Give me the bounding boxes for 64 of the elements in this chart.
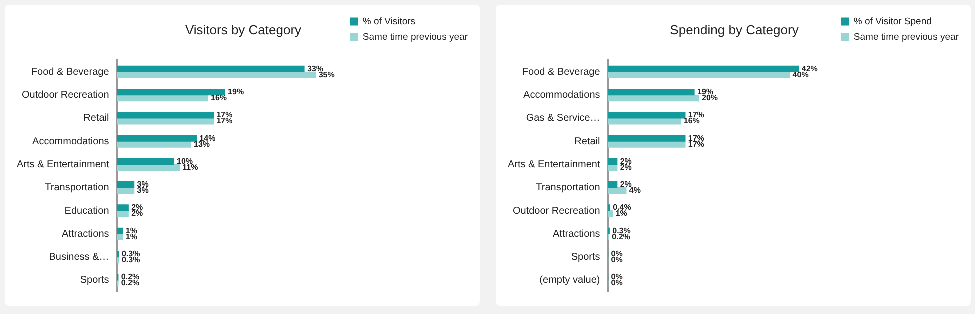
bar (608, 210, 614, 218)
legend-label: % of Visitors (362, 16, 416, 28)
bar (608, 66, 800, 72)
y-tick-label: Outdoor Recreation (512, 206, 600, 217)
data-label: 17% (216, 116, 233, 126)
y-tick-label: Outdoor Recreation (22, 90, 110, 102)
data-label: 1% (616, 209, 628, 218)
data-label: 16% (684, 116, 700, 126)
bar (117, 141, 192, 148)
legend-label: Same time previous year (362, 32, 468, 43)
bar (608, 158, 618, 166)
bar (117, 135, 198, 142)
bar (608, 188, 627, 194)
bar (608, 112, 686, 119)
y-tick-label: Arts & Entertainment (16, 159, 110, 170)
data-label: 20% (702, 94, 718, 103)
bar (608, 182, 618, 188)
bar (117, 88, 226, 96)
y-tick-label: Retail (84, 113, 110, 124)
y-tick-label: Education (64, 206, 110, 217)
y-tick-label: Gas & Service… (526, 113, 600, 124)
bar (608, 141, 686, 148)
bar (117, 204, 129, 212)
data-label: 2% (132, 209, 144, 218)
y-tick-label: Attractions (553, 228, 600, 240)
bar (608, 72, 790, 78)
bar (117, 66, 305, 72)
data-label: 16% (211, 94, 228, 103)
y-tick-label: Sports (80, 275, 110, 286)
bar (117, 112, 214, 119)
bar (117, 164, 180, 172)
chart-title: Spending by Category (670, 22, 800, 38)
legend-label: Same time previous year (854, 32, 960, 43)
y-tick-label: (empty value) (540, 275, 600, 286)
y-tick-label: Transportation (45, 182, 110, 194)
legend-label: % of Visitor Spend (854, 16, 932, 28)
bar (608, 135, 686, 142)
data-label: 0.2% (121, 278, 140, 288)
data-label: 4% (629, 186, 641, 196)
y-tick-label: Accommodations (524, 90, 600, 102)
data-label: 0% (611, 278, 623, 288)
y-tick-label: Attractions (62, 228, 110, 240)
y-tick-label: Accommodations (32, 136, 110, 148)
bar (608, 88, 695, 96)
y-tick-label: Arts & Entertainment (508, 159, 600, 170)
y-tick-label: Transportation (536, 182, 600, 194)
y-tick-label: Food & Beverage (31, 66, 110, 78)
y-tick-label: Food & Beverage (522, 66, 601, 78)
data-label: 2% (620, 180, 632, 190)
bar (117, 182, 135, 188)
bar (608, 118, 682, 125)
bar (117, 72, 316, 78)
bar (117, 118, 214, 125)
bar (608, 94, 700, 102)
y-tick-label: Sports (571, 252, 600, 264)
data-label: 19% (228, 88, 244, 97)
y-tick-label: Retail (574, 136, 600, 148)
bar (117, 234, 124, 240)
bar (117, 158, 174, 166)
bar (117, 94, 208, 102)
chart-title: Visitors by Category (185, 22, 302, 38)
bar (117, 228, 124, 234)
data-label: 3% (137, 186, 149, 196)
y-tick-label: Business &… (49, 252, 110, 264)
